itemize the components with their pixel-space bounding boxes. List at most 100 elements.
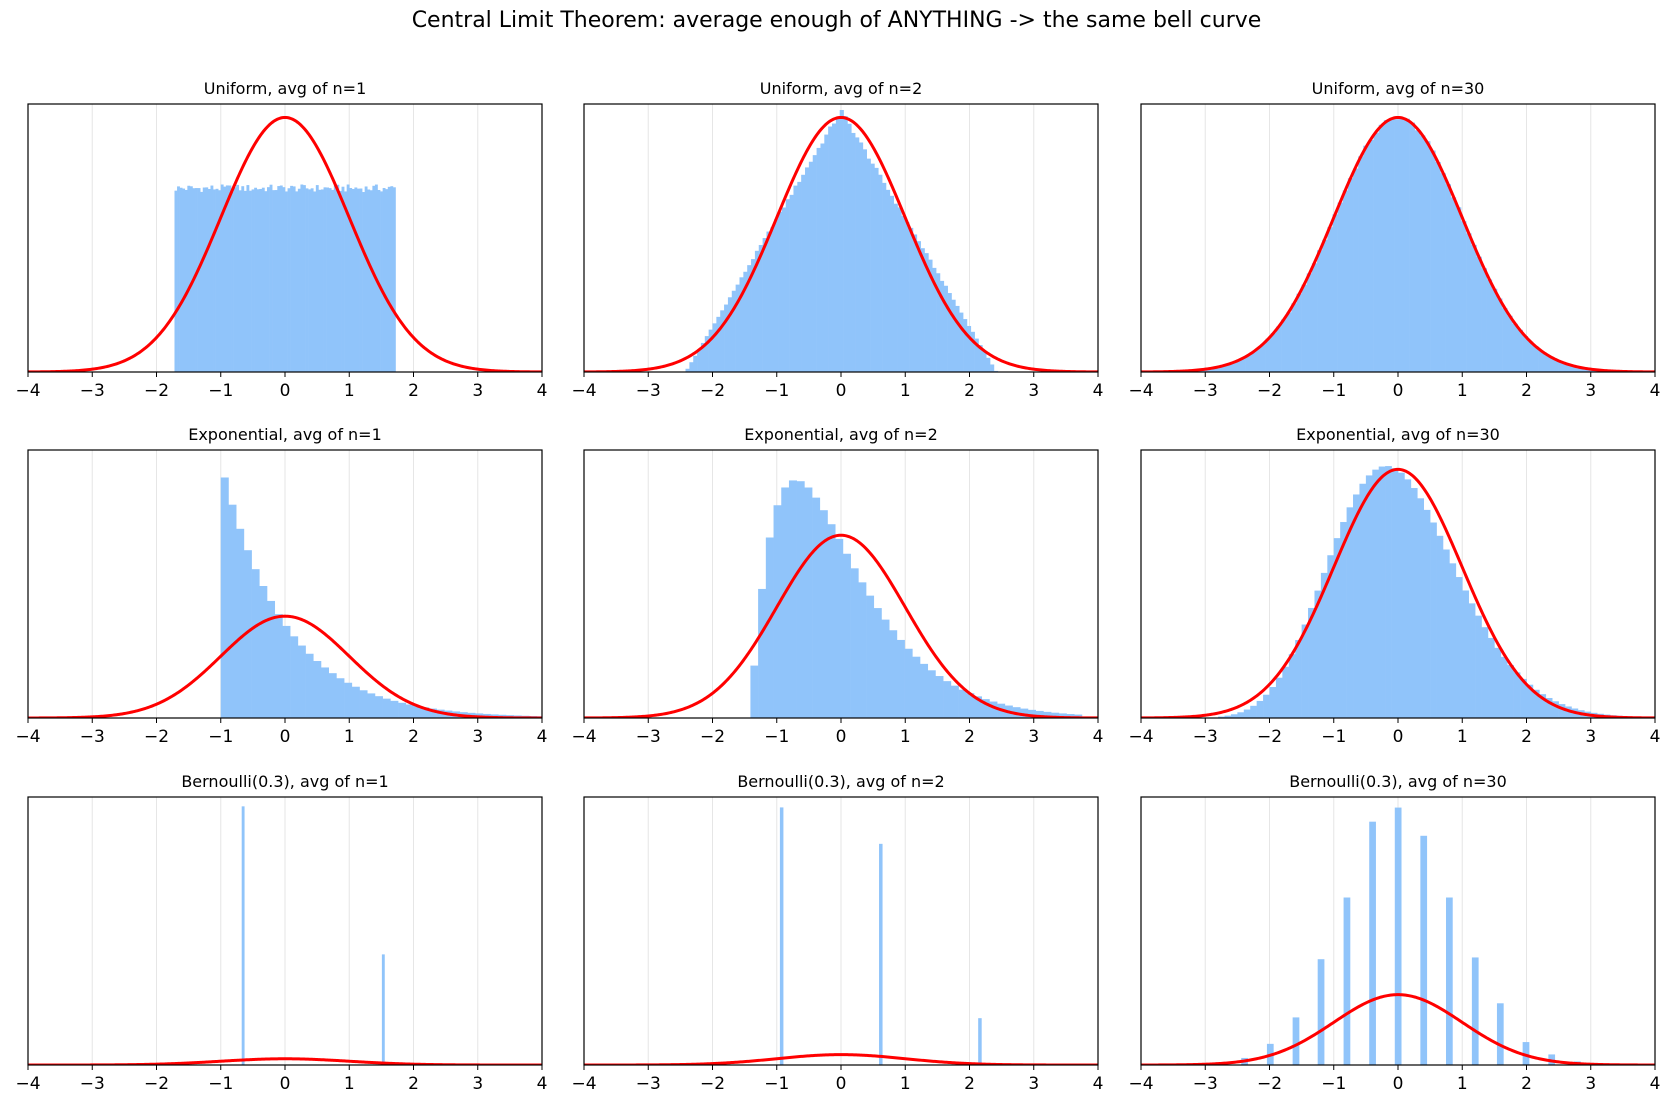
histogram-bar [700,342,706,372]
histogram-bar [939,280,945,372]
histogram-bar [1532,346,1539,372]
subplot-3-1: −4 −3 −2 −1 0 1 2 3 4 Bernoulli(0.3), avg of n=1 [15,772,547,1094]
histogram-bar [885,189,891,372]
x-tick-label: 0 [1393,1074,1404,1094]
x-tick-label: −3 [80,727,105,747]
histogram-bar [855,137,860,372]
histogram-bar [1260,344,1266,372]
histogram-bar [1347,178,1354,372]
histogram-bar [238,190,242,372]
histogram-bar [251,189,255,372]
histogram-bar [1410,488,1418,718]
normal-curve [28,115,542,372]
histogram-bar [1363,145,1369,372]
histogram-bar [839,109,844,372]
x-tick-label: 2 [964,381,975,401]
histogram-bar [1250,705,1257,718]
x-tick-label: −1 [1321,727,1346,747]
histogram-bar [1359,483,1367,718]
x-tick-label: −2 [1257,1074,1282,1094]
x-tick-label: 1 [1457,1074,1468,1094]
histogram-bar [1317,959,1325,1065]
x-tick-label: 1 [1457,727,1468,747]
subplot-2-1: −4 −3 −2 −1 0 1 2 3 4 Exponential, avg of n=1 [15,425,547,747]
x-tick-label: 4 [537,727,548,747]
x-tick-label: 1 [344,1074,355,1094]
x-tick-label: 4 [1093,1074,1104,1094]
histogram-bar [812,155,817,372]
subplot-3-2: −4 −3 −2 −1 0 1 2 3 4 Bernoulli(0.3), avg of n=2 [571,772,1103,1094]
histogram-bar [788,480,797,718]
x-tick-label: 2 [408,1074,419,1094]
x-tick-label: 0 [1393,727,1404,747]
histogram-bar [398,702,407,718]
histogram-bar [1229,362,1236,372]
subplot-1-2: −4 −3 −2 −1 0 1 2 3 4 Uniform, avg of n=2 [571,79,1103,401]
subplot-title: Uniform, avg of n=1 [204,79,367,98]
histogram-bar [328,188,332,372]
histogram-bar [1445,897,1453,1065]
x-tick-label: −1 [208,1074,233,1094]
histogram-bar [754,250,760,372]
histogram-bar [336,184,340,372]
histogram-bar [704,336,709,372]
histogram-bar [367,189,371,372]
histogram-bar [326,187,329,372]
histogram-bar [870,163,875,372]
histogram-bar [827,524,836,718]
histogram-bar [716,316,721,372]
histogram-bar [1320,572,1328,718]
histogram-bar [882,182,887,372]
histogram-bar [1460,221,1467,372]
normal-curve [28,614,542,718]
histogram-bar [943,285,948,372]
histogram [779,807,982,1065]
histogram-bar [1552,701,1559,718]
subplot-1-1: −4 −3 −2 −1 0 1 2 3 4 Uniform, avg of n=1 [15,79,547,401]
histogram-bar [720,310,725,372]
histogram-bar [766,231,771,372]
subplot-2-3: −4 −3 −2 −1 0 1 2 3 4 Exponential, avg of n=30 [1128,425,1660,747]
x-tick-label: −3 [636,381,661,401]
histogram-bar [184,189,188,372]
histogram-bar [1372,469,1380,718]
x-tick-label: −4 [15,727,40,747]
histogram-bar [1520,678,1527,718]
histogram-bar [1306,273,1313,372]
histogram-bar [1218,716,1225,718]
x-tick-label: −1 [764,381,789,401]
histogram-bar [1414,130,1421,372]
histogram-bar [1353,168,1359,372]
histogram-bar [893,203,898,372]
x-tick-label: −4 [571,727,596,747]
histogram-bar [302,185,306,372]
histogram-bar [920,248,925,372]
histogram-bar [835,538,844,718]
histogram-bar [392,187,396,372]
histogram-bar [249,190,252,372]
histogram-bar [758,588,767,718]
histogram-bar [256,189,260,372]
histogram-bar [1295,640,1302,718]
histogram-bar [904,648,913,718]
histogram-bar [1565,706,1572,718]
histogram-bar [758,244,763,372]
histogram-bar [947,293,952,372]
histogram-bar [369,190,373,372]
histogram-bar [297,645,306,718]
histogram-bar [246,185,250,372]
histogram-bar [1332,214,1338,372]
histogram-bar [282,625,291,718]
histogram-bar [1471,957,1479,1065]
histogram-bar [318,189,322,372]
histogram-bar [778,211,783,372]
subplot-title: Exponential, avg of n=30 [1296,425,1500,444]
x-tick-label: 4 [1650,1074,1661,1094]
histogram-bar [269,184,273,372]
x-axis: −4 −3 −2 −1 0 1 2 3 4 [15,718,547,747]
histogram-bar [1423,509,1431,718]
histogram-bar [1224,715,1232,718]
histogram-bar [990,364,995,372]
histogram-bar [1333,538,1341,718]
histogram-bar [1574,366,1580,372]
